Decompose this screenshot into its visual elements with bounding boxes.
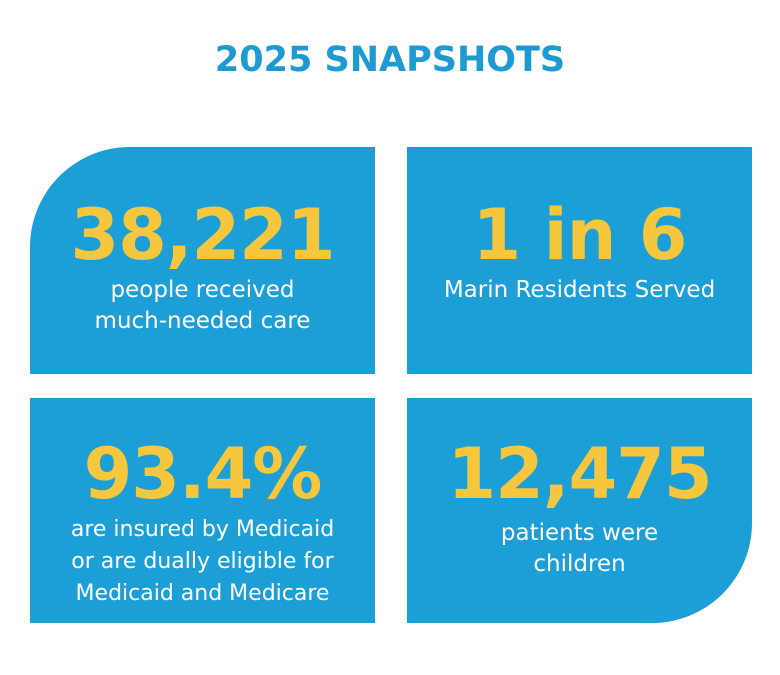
description-line: are insured by Medicaid [70, 517, 335, 542]
description-line: or are dually eligible for [71, 549, 334, 574]
stat-description: people received much-needed care [95, 275, 311, 337]
stat-value: 12,475 [447, 433, 712, 515]
snapshot-card-care-recipients: 38,221 people received much-needed care [30, 147, 375, 374]
stat-description: patients were children [501, 518, 658, 580]
stat-value: 38,221 [70, 194, 335, 276]
stat-value: 93.4% [83, 433, 323, 515]
description-line: much-needed care [94, 308, 311, 334]
description-line: patients were [500, 520, 659, 546]
page-title: 2025 SNAPSHOTS [214, 40, 566, 80]
stat-description: are insured by Medicaid or are dually el… [71, 514, 334, 610]
snapshot-card-child-patients: 12,475 patients were children [407, 398, 752, 623]
description-line: Medicaid and Medicare [75, 581, 330, 606]
description-line: Marin Residents Served [443, 277, 716, 303]
stat-description: Marin Residents Served [444, 275, 715, 306]
description-line: children [533, 551, 626, 577]
snapshot-card-medicaid-insured: 93.4% are insured by Medicaid or are dua… [30, 398, 375, 623]
snapshot-card-residents-served: 1 in 6 Marin Residents Served [407, 147, 752, 374]
stat-value: 1 in 6 [472, 194, 688, 276]
description-line: people received [110, 277, 295, 303]
